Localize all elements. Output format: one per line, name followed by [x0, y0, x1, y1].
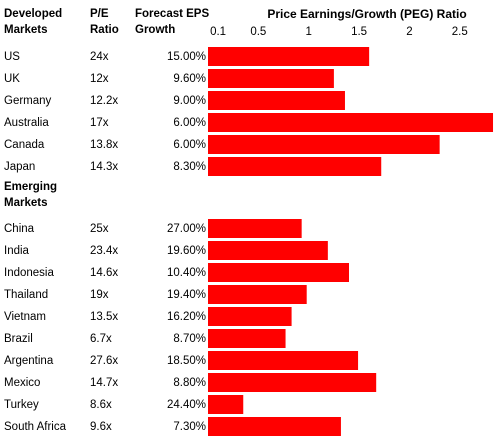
header-emerging-line2: Markets	[4, 197, 48, 209]
market-name: Thailand	[4, 289, 49, 301]
market-name: Australia	[4, 117, 49, 129]
peg-bar	[208, 351, 359, 370]
eps-growth: 24.40%	[166, 399, 206, 411]
header-pe-line1: P/E	[90, 8, 109, 20]
eps-growth: 9.60%	[173, 73, 206, 85]
pe-ratio: 14.7x	[90, 377, 119, 389]
x-tick-label: 2	[406, 26, 412, 38]
bars	[208, 47, 494, 436]
peg-bar	[208, 395, 244, 414]
eps-growth: 10.40%	[166, 267, 206, 279]
x-tick-label: 2.5	[452, 26, 468, 38]
market-name: Mexico	[4, 377, 41, 389]
peg-bar	[208, 157, 382, 176]
header-eps: Forecast EPS Growth	[135, 6, 209, 38]
pe-ratio: 14.6x	[90, 267, 119, 279]
eps-growth: 27.00%	[166, 223, 206, 235]
peg-bar	[208, 91, 345, 110]
pe-ratio: 27.6x	[90, 355, 119, 367]
market-name: Argentina	[4, 355, 54, 367]
header-emerging-line1: Emerging	[4, 181, 58, 193]
eps-growth: 16.20%	[166, 311, 206, 323]
header-eps-line1: Forecast EPS	[135, 8, 210, 20]
header-market-line2: Markets	[4, 24, 48, 36]
market-name: India	[4, 245, 29, 257]
market-name: Indonesia	[4, 267, 54, 279]
market-name: South Africa	[4, 421, 67, 433]
x-tick-label: 1	[306, 26, 312, 38]
market-name: Brazil	[4, 333, 33, 345]
eps-growth: 9.00%	[173, 95, 206, 107]
eps-growth: 19.60%	[166, 245, 206, 257]
market-name: Vietnam	[4, 311, 46, 323]
market-name: US	[4, 51, 20, 63]
header-emerging: Emerging Markets	[4, 179, 57, 211]
peg-bar	[208, 219, 302, 238]
peg-bar	[208, 263, 349, 282]
header-market-line1: Developed	[4, 8, 63, 20]
market-name: Japan	[4, 161, 36, 173]
peg-bar	[208, 329, 286, 348]
peg-bar	[208, 135, 440, 154]
pe-ratio: 17x	[90, 117, 109, 129]
pe-ratio: 6.7x	[90, 333, 112, 345]
x-axis-ticks: 0.1 0.5 1 1.5 2 2.5	[210, 26, 468, 38]
pe-ratio: 13.8x	[90, 139, 119, 151]
pe-ratio: 9.6x	[90, 421, 112, 433]
eps-growth: 8.80%	[173, 377, 206, 389]
market-name: Germany	[4, 95, 52, 107]
peg-bar	[208, 113, 494, 132]
pe-ratio: 24x	[90, 51, 109, 63]
market-name: Turkey	[4, 399, 39, 411]
pe-ratio: 23.4x	[90, 245, 119, 257]
x-tick-label: 0.1	[210, 26, 226, 38]
pe-ratio: 12x	[90, 73, 109, 85]
chart-title: Price Earnings/Growth (PEG) Ratio	[267, 7, 466, 21]
peg-bar	[208, 69, 334, 88]
eps-growth: 15.00%	[166, 51, 206, 63]
header-market: Developed Markets	[4, 6, 62, 38]
pe-ratio: 13.5x	[90, 311, 119, 323]
x-tick-label: 0.5	[250, 26, 266, 38]
market-name: Canada	[4, 139, 45, 151]
eps-growth: 8.70%	[173, 333, 206, 345]
eps-growth: 19.40%	[166, 289, 206, 301]
pe-ratio: 19x	[90, 289, 109, 301]
pe-ratio: 12.2x	[90, 95, 119, 107]
peg-bar	[208, 307, 292, 326]
header-eps-line2: Growth	[135, 24, 176, 36]
eps-growth: 8.30%	[173, 161, 206, 173]
eps-growth: 6.00%	[173, 139, 206, 151]
market-name: China	[4, 223, 35, 235]
x-tick-label: 1.5	[351, 26, 367, 38]
pe-ratio: 25x	[90, 223, 109, 235]
peg-bar	[208, 373, 377, 392]
peg-bar	[208, 285, 307, 304]
header-pe-line2: Ratio	[90, 24, 119, 36]
market-name: UK	[4, 73, 20, 85]
header-pe: P/E Ratio	[90, 6, 119, 38]
peg-bar	[208, 241, 328, 260]
peg-bar	[208, 47, 370, 66]
peg-bar	[208, 417, 341, 436]
pe-ratio: 8.6x	[90, 399, 112, 411]
eps-growth: 7.30%	[173, 421, 206, 433]
eps-growth: 18.50%	[166, 355, 206, 367]
pe-ratio: 14.3x	[90, 161, 119, 173]
eps-growth: 6.00%	[173, 117, 206, 129]
